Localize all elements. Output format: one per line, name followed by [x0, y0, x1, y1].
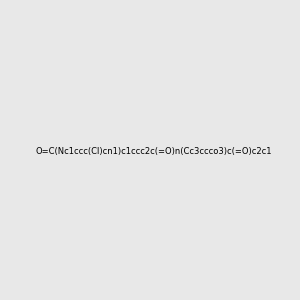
Text: O=C(Nc1ccc(Cl)cn1)c1ccc2c(=O)n(Cc3ccco3)c(=O)c2c1: O=C(Nc1ccc(Cl)cn1)c1ccc2c(=O)n(Cc3ccco3)… — [35, 147, 272, 156]
